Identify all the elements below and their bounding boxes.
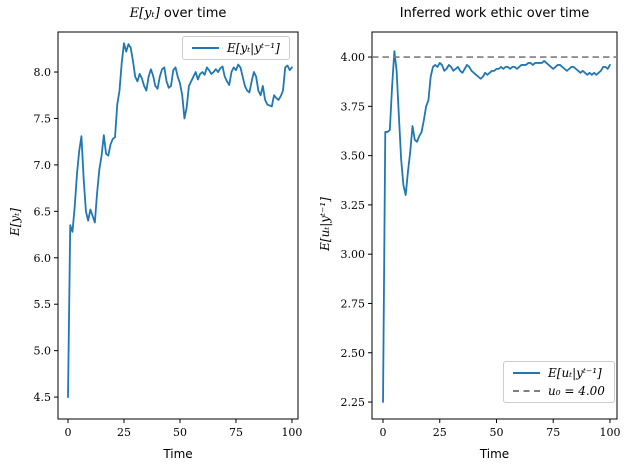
x-tick-label: 50 <box>173 426 187 439</box>
x-tick-label: 75 <box>546 426 560 439</box>
series-line <box>382 50 611 403</box>
series-line <box>67 42 293 398</box>
x-tick-label: 0 <box>380 426 387 439</box>
left-x-axis-label: Time <box>163 447 193 461</box>
legend-item: E[uₜ|yᵗ⁻¹] <box>513 366 605 380</box>
left-chart-title-math: E[yₜ] <box>129 6 160 21</box>
y-tick-label: 2.50 <box>341 347 366 360</box>
y-tick-label: 6.0 <box>34 252 52 265</box>
legend-line-sample <box>513 372 540 374</box>
y-tick-label: 4.00 <box>341 51 366 64</box>
left-chart-title-text: over time <box>159 6 227 21</box>
y-tick-label: 7.0 <box>34 159 52 172</box>
left-chart-title: E[yₜ] over time <box>58 6 298 21</box>
right-y-axis-label: E[uₜ|yᵗ⁻¹] <box>318 197 332 251</box>
y-tick-label: 3.75 <box>341 100 366 113</box>
axes-frame <box>371 31 618 420</box>
right-chart-title: Inferred work ethic over time <box>372 6 617 21</box>
legend-dashed-line-sample <box>513 390 540 392</box>
y-tick-label: 8.0 <box>34 66 52 79</box>
x-tick-label: 25 <box>117 426 131 439</box>
y-tick-label: 6.5 <box>34 205 52 218</box>
y-tick-label: 7.5 <box>34 112 52 125</box>
right-chart-title-text: Inferred work ethic over time <box>399 6 590 21</box>
y-tick-label: 4.5 <box>34 391 52 404</box>
y-tick-label: 2.25 <box>341 396 366 409</box>
right-chart-legend: E[uₜ|yᵗ⁻¹] u₀ = 4.00 <box>503 361 615 403</box>
y-tick-label: 5.5 <box>34 298 52 311</box>
x-tick-label: 0 <box>64 426 71 439</box>
y-tick-label: 3.25 <box>341 199 366 212</box>
left-chart-legend: E[yₜ|yᵗ⁻¹] <box>182 36 290 60</box>
y-tick-label: 3.50 <box>341 150 366 163</box>
axes-frame <box>57 31 299 420</box>
legend-label: E[uₜ|yᵗ⁻¹] <box>548 366 602 380</box>
legend-label: E[yₜ|yᵗ⁻¹] <box>227 41 280 55</box>
x-tick-label: 100 <box>281 426 302 439</box>
right-x-axis-label: Time <box>479 447 510 461</box>
left-y-axis-label: E[yₜ] <box>8 208 22 236</box>
legend-item: u₀ = 4.00 <box>513 384 605 398</box>
x-tick-label: 100 <box>599 426 620 439</box>
x-tick-label: 50 <box>489 426 503 439</box>
legend-label: u₀ = 4.00 <box>548 384 605 398</box>
y-tick-label: 5.0 <box>34 345 52 358</box>
y-tick-label: 3.00 <box>341 248 366 261</box>
x-tick-label: 25 <box>433 426 447 439</box>
legend-line-sample <box>192 47 219 49</box>
x-tick-label: 75 <box>229 426 243 439</box>
legend-item: E[yₜ|yᵗ⁻¹] <box>192 41 280 55</box>
y-tick-label: 2.75 <box>341 297 366 310</box>
